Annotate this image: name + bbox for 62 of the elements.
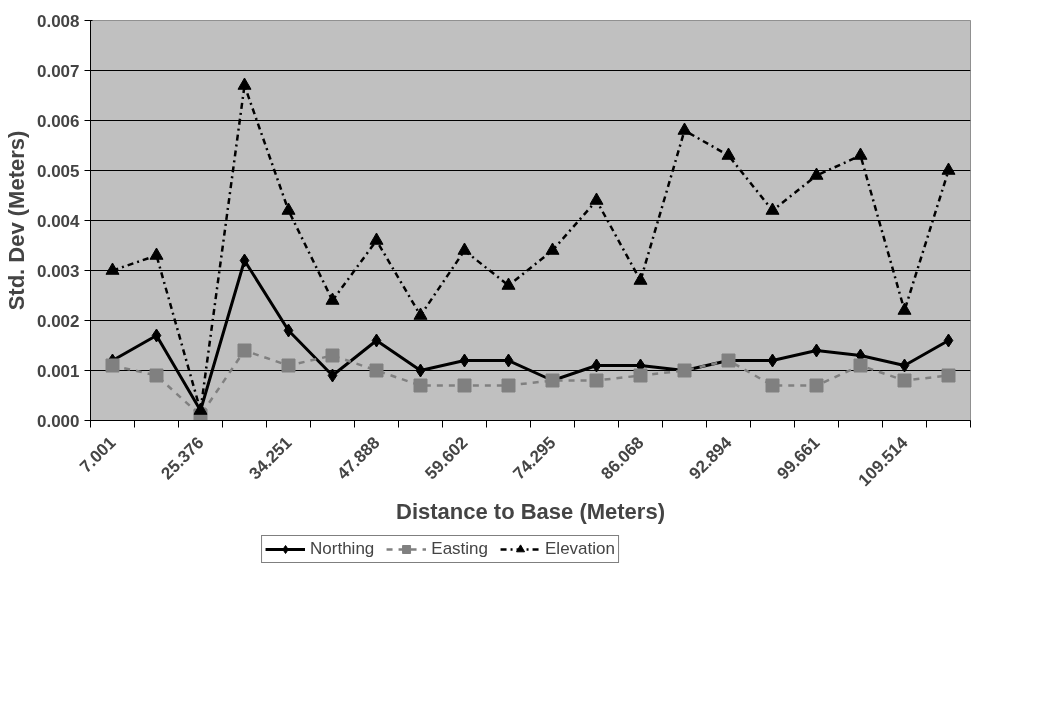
point	[283, 323, 294, 338]
point	[457, 242, 472, 255]
point	[633, 272, 648, 285]
point	[371, 333, 382, 348]
point	[151, 328, 162, 343]
point	[941, 162, 956, 175]
y-tick-label: 0.007	[36, 61, 80, 81]
point	[415, 363, 426, 378]
point	[853, 358, 868, 373]
point	[809, 167, 824, 180]
point	[765, 378, 780, 393]
point	[503, 353, 514, 368]
point	[633, 368, 648, 383]
point	[239, 253, 250, 268]
point	[943, 333, 954, 348]
y-tick-label: 0.008	[36, 11, 80, 31]
point	[941, 368, 956, 383]
point	[767, 353, 778, 368]
point	[459, 353, 470, 368]
y-tick-label: 0.003	[36, 261, 80, 281]
point	[899, 358, 910, 373]
point	[237, 77, 252, 90]
point	[545, 242, 560, 255]
y-tick-label: 0.004	[36, 211, 81, 231]
point	[413, 307, 428, 320]
legend-label: Northing	[310, 539, 375, 559]
point	[589, 192, 604, 205]
y-tick-label: 0.002	[36, 311, 80, 331]
point	[237, 343, 252, 358]
point	[765, 202, 780, 215]
point	[811, 343, 822, 358]
point	[501, 378, 516, 393]
point	[149, 247, 164, 260]
point	[501, 277, 516, 290]
point	[327, 368, 338, 383]
point	[105, 262, 120, 275]
point	[853, 147, 868, 160]
point	[589, 373, 604, 388]
point	[591, 358, 602, 373]
y-tick-label: 0.001	[36, 361, 80, 381]
point	[369, 232, 384, 245]
point	[105, 358, 120, 373]
point	[897, 302, 912, 315]
y-tick-label: 0.006	[36, 111, 80, 131]
point	[809, 378, 824, 393]
x-axis-title: Distance to Base (Meters)	[396, 499, 665, 525]
point	[677, 122, 692, 135]
point	[897, 373, 912, 388]
point	[413, 378, 428, 393]
point	[325, 348, 340, 363]
legend-label: Elevation	[545, 539, 615, 559]
point	[457, 378, 472, 393]
point	[369, 363, 384, 378]
y-axis-title: Std. Dev (Meters)	[3, 130, 29, 311]
point	[281, 358, 296, 373]
point	[281, 202, 296, 215]
point	[721, 147, 736, 160]
y-tick-label: 0.000	[36, 411, 80, 431]
y-tick-label: 0.005	[36, 161, 80, 181]
legend-label: Easting	[431, 539, 489, 559]
point	[149, 368, 164, 383]
point	[325, 292, 340, 305]
